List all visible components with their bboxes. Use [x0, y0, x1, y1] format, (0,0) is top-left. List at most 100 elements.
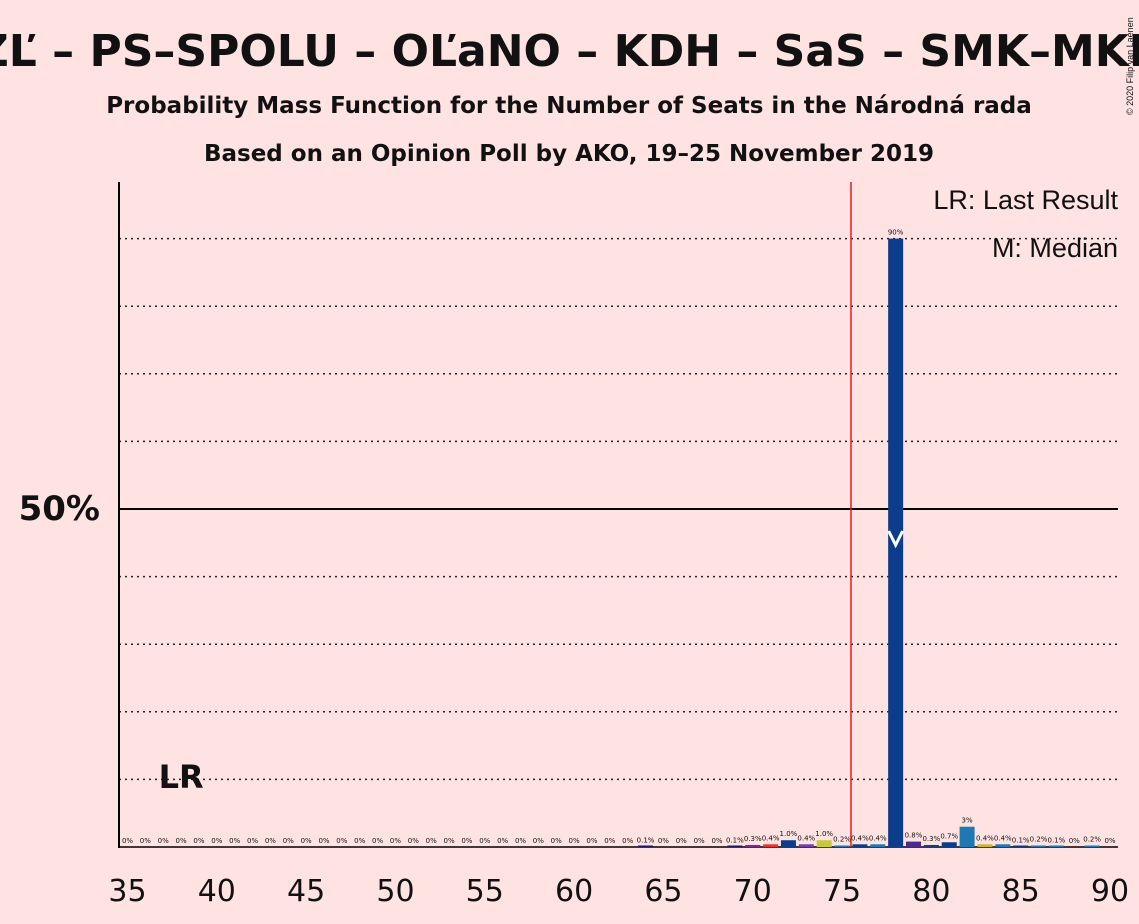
- bar-label-seat-52: 0%: [426, 837, 437, 845]
- bars: [638, 238, 1100, 848]
- bar-label-seat-63: 0%: [622, 837, 633, 845]
- bar-label-seat-47: 0%: [336, 837, 347, 845]
- bar-label-seat-82: 3%: [962, 817, 973, 825]
- bar-label-seat-73: 0.4%: [797, 834, 815, 842]
- bar-seat-73: [798, 844, 814, 847]
- bar-label-seat-58: 0%: [533, 837, 544, 845]
- bar-label-seat-53: 0%: [443, 837, 454, 845]
- gridlines: [119, 237, 1118, 848]
- median-marker: [887, 530, 904, 549]
- bar-label-seat-78: 90%: [888, 229, 904, 237]
- bar-seat-64: [638, 845, 654, 847]
- bar-seat-84: [995, 844, 1011, 847]
- bar-seat-70: [745, 844, 761, 847]
- bar-seat-82: [959, 826, 975, 847]
- bar-seat-81: [941, 842, 957, 847]
- x-tick-85: 85: [1002, 874, 1040, 909]
- bar-label-seat-45: 0%: [301, 837, 312, 845]
- bar-label-seat-59: 0%: [551, 837, 562, 845]
- bar-label-seat-89: 0.2%: [1083, 836, 1101, 844]
- chart-subtitle: Probability Mass Function for the Number…: [106, 93, 1032, 119]
- bar-label-seat-72: 1.0%: [780, 830, 798, 838]
- bar-label-seat-76: 0.4%: [851, 834, 869, 842]
- bar-seat-79: [906, 841, 921, 847]
- bar-label-seat-74: 1.0%: [815, 830, 833, 838]
- bar-label-seat-42: 0%: [247, 837, 258, 845]
- bar-seat-80: [923, 844, 939, 847]
- bar-label-seat-69: 0.1%: [726, 836, 744, 844]
- bar-label-seat-70: 0.3%: [744, 835, 762, 843]
- last-result-label: LR: [159, 758, 204, 796]
- bar-label-seat-79: 0.8%: [905, 832, 923, 840]
- bar-label-seat-55: 0%: [479, 837, 490, 845]
- x-tick-55: 55: [466, 874, 504, 909]
- x-tick-35: 35: [108, 874, 146, 909]
- x-tick-80: 80: [912, 874, 950, 909]
- bar-seat-72: [780, 840, 796, 847]
- bar-label-seat-56: 0%: [497, 837, 508, 845]
- bar-label-seat-85: 0.1%: [1012, 836, 1030, 844]
- x-tick-70: 70: [734, 874, 772, 909]
- bar-label-seat-51: 0%: [408, 837, 419, 845]
- x-tick-90: 90: [1091, 874, 1129, 909]
- bar-seat-71: [763, 844, 779, 847]
- bar-seat-75: [834, 845, 850, 847]
- bar-label-seat-44: 0%: [283, 837, 294, 845]
- x-tick-60: 60: [555, 874, 593, 909]
- legend-median: M: Median: [992, 233, 1118, 263]
- x-tick-40: 40: [198, 874, 236, 909]
- bar-seat-76: [852, 844, 868, 847]
- x-axis-ticks: 35 40 45 50 55 60 65 70 75 80 85 90: [108, 874, 1129, 909]
- bar-label-seat-36: 0%: [140, 837, 151, 845]
- x-tick-45: 45: [287, 874, 325, 909]
- bar-seat-87: [1048, 845, 1064, 847]
- bar-label-seat-37: 0%: [158, 837, 169, 845]
- bar-label-seat-38: 0%: [176, 837, 187, 845]
- bar-label-seat-75: 0.2%: [833, 836, 851, 844]
- legend-last-result: LR: Last Result: [933, 185, 1118, 215]
- bar-label-seat-61: 0%: [586, 837, 597, 845]
- x-tick-65: 65: [644, 874, 682, 909]
- y-major-tick-label: 50%: [19, 489, 100, 529]
- bar-label-seat-49: 0%: [372, 837, 383, 845]
- x-tick-75: 75: [823, 874, 861, 909]
- bar-seat-74: [816, 840, 832, 847]
- bar-label-seat-88: 0%: [1069, 837, 1080, 845]
- bar-label-seat-87: 0.1%: [1048, 836, 1066, 844]
- bar-seat-85: [1013, 845, 1029, 847]
- bar-seat-77: [870, 844, 886, 847]
- bar-label-seat-68: 0%: [711, 837, 722, 845]
- bar-seat-69: [727, 845, 743, 847]
- bar-label-seat-54: 0%: [461, 837, 472, 845]
- bar-label-seat-40: 0%: [211, 837, 222, 845]
- bar-label-seat-84: 0.4%: [994, 834, 1012, 842]
- bar-label-seat-71: 0.4%: [762, 834, 780, 842]
- bar-value-labels: 0% 0% 0% 0% 0% 0% 0% 0% 0% 0% 0% 0% 0% 0% 0% 0% 0% 0% 0% 0%…: [122, 229, 1116, 845]
- bar-label-seat-35: 0%: [122, 837, 133, 845]
- bar-label-seat-86: 0.2%: [1030, 836, 1048, 844]
- bar-label-seat-57: 0%: [515, 837, 526, 845]
- bar-label-seat-66: 0%: [676, 837, 687, 845]
- bar-label-seat-46: 0%: [318, 837, 329, 845]
- bar-label-seat-39: 0%: [193, 837, 204, 845]
- bar-seat-83: [977, 844, 993, 847]
- bar-label-seat-83: 0.4%: [976, 834, 994, 842]
- bar-label-seat-67: 0%: [694, 837, 705, 845]
- bar-seat-86: [1031, 845, 1047, 847]
- bar-label-seat-90: 0%: [1104, 837, 1115, 845]
- bar-label-seat-80: 0.3%: [922, 835, 940, 843]
- x-tick-50: 50: [376, 874, 414, 909]
- bar-seat-89: [1084, 845, 1100, 847]
- bar-label-seat-81: 0.7%: [940, 832, 958, 840]
- chart-title: ZĽ – PS–SPOLU – OĽaNO – KDH – SaS – SMK–…: [0, 26, 1139, 77]
- bar-label-seat-65: 0%: [658, 837, 669, 845]
- copyright-note: © 2020 Filip van Laenen: [1125, 17, 1135, 115]
- bar-label-seat-43: 0%: [265, 837, 276, 845]
- bar-label-seat-48: 0%: [354, 837, 365, 845]
- bar-label-seat-64: 0.1%: [637, 836, 655, 844]
- chart-subtitle-2: Based on an Opinion Poll by AKO, 19–25 N…: [204, 141, 934, 167]
- bar-label-seat-50: 0%: [390, 837, 401, 845]
- bar-label-seat-77: 0.4%: [869, 834, 887, 842]
- bar-label-seat-62: 0%: [604, 837, 615, 845]
